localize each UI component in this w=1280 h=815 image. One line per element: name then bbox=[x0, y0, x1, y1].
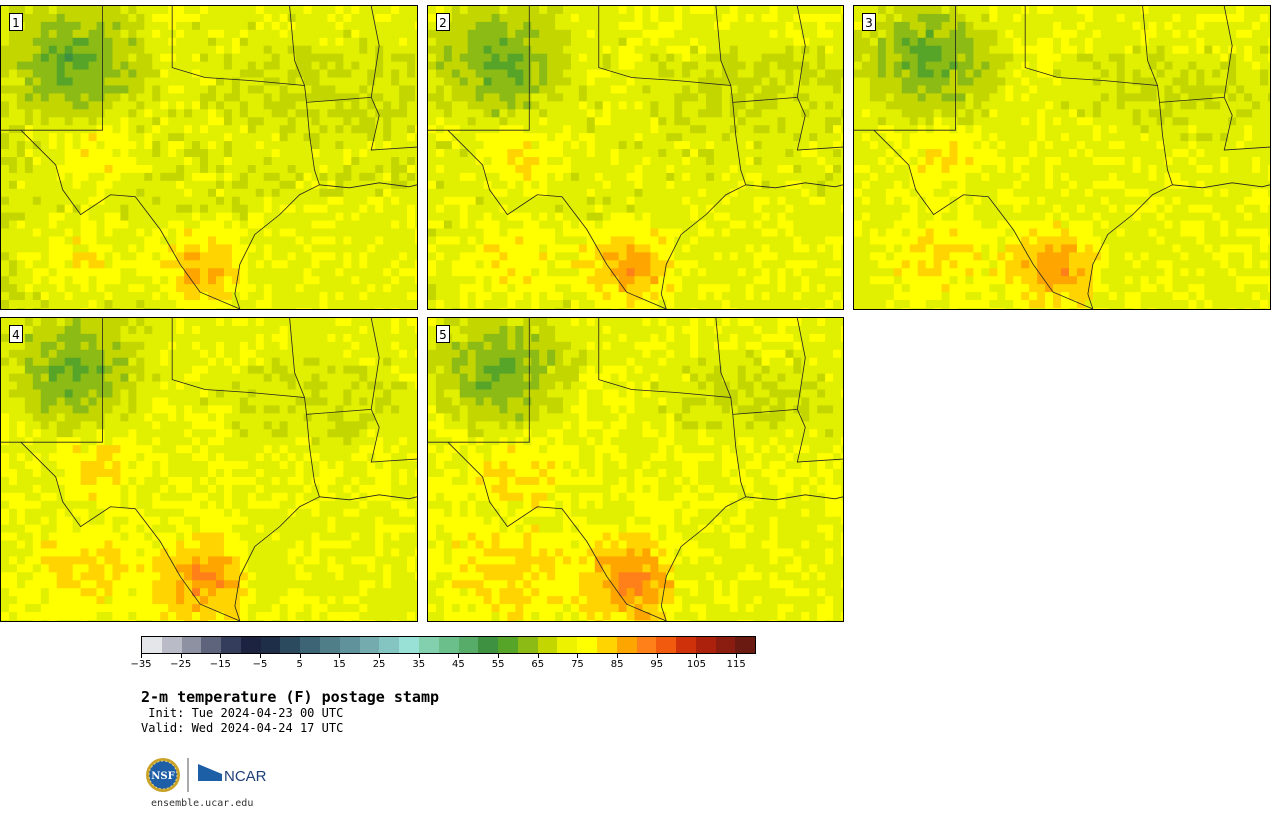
colorbar-segment bbox=[636, 637, 657, 653]
plot-title: 2-m temperature (F) postage stamp bbox=[141, 688, 440, 706]
colorbar-segment bbox=[379, 637, 400, 653]
temperature-field bbox=[1, 318, 417, 621]
colorbar-segment bbox=[201, 637, 222, 653]
temperature-field bbox=[428, 318, 843, 621]
colorbar-segment bbox=[221, 637, 241, 653]
colorbar-segment bbox=[339, 637, 360, 653]
colorbar-tick-label: 5 bbox=[296, 659, 303, 670]
ensemble-member-map-4: 4 bbox=[0, 317, 418, 622]
colorbar-segment bbox=[715, 637, 736, 653]
colorbar-segment bbox=[280, 637, 301, 653]
temperature-colorbar bbox=[141, 636, 756, 654]
colorbar-tick bbox=[696, 654, 698, 658]
valid-time: Valid: Wed 2024-04-24 17 UTC bbox=[141, 721, 344, 735]
colorbar-tick-label: 25 bbox=[372, 659, 386, 670]
colorbar-segment bbox=[399, 637, 419, 653]
colorbar-segment bbox=[656, 637, 677, 653]
colorbar-ticks: −35 −25 −15 −5 5 15 25 35 45 55 65 75 85 95 105 115 bbox=[130, 654, 756, 674]
member-number-label: 1 bbox=[9, 13, 23, 31]
colorbar-tick-label: 115 bbox=[726, 659, 746, 670]
colorbar-tick bbox=[617, 654, 619, 658]
colorbar-tick bbox=[458, 654, 460, 658]
colorbar-tick bbox=[379, 654, 381, 658]
colorbar-tick bbox=[656, 654, 658, 658]
nsf-ncar-logos: NSF NCAR bbox=[146, 758, 267, 792]
colorbar-tick-label: 85 bbox=[610, 659, 624, 670]
colorbar-tick bbox=[418, 654, 420, 658]
init-time: Init: Tue 2024-04-23 00 UTC bbox=[141, 706, 344, 720]
member-number-label: 2 bbox=[436, 13, 450, 31]
colorbar-segment bbox=[537, 637, 558, 653]
colorbar-segment bbox=[735, 637, 756, 653]
colorbar-tick bbox=[260, 654, 262, 658]
colorbar-tick bbox=[498, 654, 500, 658]
colorbar-tick bbox=[339, 654, 341, 658]
colorbar-tick bbox=[577, 654, 579, 658]
colorbar-tick bbox=[180, 654, 182, 658]
colorbar-segment bbox=[676, 637, 696, 653]
temperature-field bbox=[428, 6, 843, 309]
colorbar-segment bbox=[240, 637, 261, 653]
colorbar-tick-label: −15 bbox=[209, 659, 231, 670]
colorbar-segment bbox=[577, 637, 597, 653]
ncar-logo: NCAR bbox=[198, 764, 267, 785]
member-number-label: 5 bbox=[436, 325, 450, 343]
colorbar-segment bbox=[596, 637, 617, 653]
colorbar-tick-label: 35 bbox=[412, 659, 426, 670]
colorbar-segment bbox=[458, 637, 479, 653]
colorbar-tick bbox=[299, 654, 301, 658]
colorbar-tick-label: 105 bbox=[686, 659, 707, 670]
ensemble-member-map-3: 3 bbox=[853, 5, 1271, 310]
colorbar-tick-label: 65 bbox=[531, 659, 545, 670]
colorbar-tick-label: 45 bbox=[452, 659, 465, 670]
colorbar-tick-label: −35 bbox=[130, 659, 152, 670]
colorbar-tick bbox=[220, 654, 222, 658]
colorbar-segment bbox=[142, 637, 162, 653]
colorbar-tick bbox=[141, 654, 142, 658]
colorbar-tick-label: 95 bbox=[650, 659, 664, 670]
colorbar-tick-label: −5 bbox=[252, 659, 268, 670]
ensemble-member-map-2: 2 bbox=[427, 5, 844, 310]
temperature-field bbox=[854, 6, 1270, 309]
colorbar-segment bbox=[616, 637, 637, 653]
colorbar-tick-label: 55 bbox=[491, 659, 505, 670]
colorbar-segment bbox=[300, 637, 321, 653]
colorbar-tick bbox=[537, 654, 539, 658]
colorbar-segment bbox=[359, 637, 380, 653]
colorbar-tick-label: 15 bbox=[333, 659, 346, 670]
colorbar-segment bbox=[161, 637, 182, 653]
member-number-label: 4 bbox=[9, 325, 23, 343]
ensemble-member-map-5: 5 bbox=[427, 317, 844, 622]
colorbar-tick-label: 75 bbox=[571, 659, 584, 670]
member-number-label: 3 bbox=[862, 13, 876, 31]
colorbar-segment bbox=[498, 637, 518, 653]
colorbar-segment bbox=[695, 637, 716, 653]
colorbar-segment bbox=[260, 637, 281, 653]
footer-url: ensemble.ucar.edu bbox=[151, 798, 254, 809]
colorbar-segment bbox=[517, 637, 538, 653]
colorbar-segment bbox=[320, 637, 340, 653]
colorbar-segment bbox=[181, 637, 202, 653]
colorbar-segment bbox=[418, 637, 439, 653]
colorbar-tick-label: −25 bbox=[170, 659, 192, 670]
colorbar-segment bbox=[438, 637, 459, 653]
temperature-field bbox=[1, 6, 417, 309]
colorbar-segment bbox=[557, 637, 578, 653]
colorbar-segment bbox=[478, 637, 499, 653]
ensemble-member-map-1: 1 bbox=[0, 5, 418, 310]
nsf-logo: NSF bbox=[146, 758, 180, 792]
colorbar-tick bbox=[736, 654, 738, 658]
